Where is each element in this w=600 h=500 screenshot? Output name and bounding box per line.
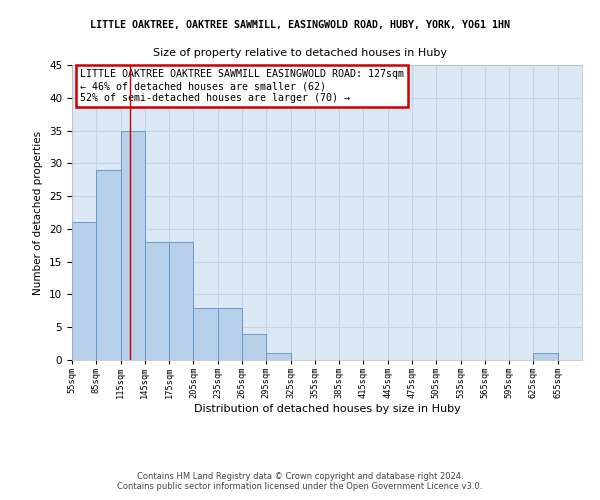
- Bar: [533, 354, 558, 360]
- Bar: [242, 334, 266, 360]
- Bar: [121, 130, 145, 360]
- X-axis label: Distribution of detached houses by size in Huby: Distribution of detached houses by size …: [194, 404, 460, 414]
- Bar: [266, 354, 290, 360]
- Text: LITTLE OAKTREE OAKTREE SAWMILL EASINGWOLD ROAD: 127sqm
← 46% of detached houses : LITTLE OAKTREE OAKTREE SAWMILL EASINGWOL…: [80, 70, 404, 102]
- Text: LITTLE OAKTREE, OAKTREE SAWMILL, EASINGWOLD ROAD, HUBY, YORK, YO61 1HN: LITTLE OAKTREE, OAKTREE SAWMILL, EASINGW…: [90, 20, 510, 30]
- Text: Contains HM Land Registry data © Crown copyright and database right 2024.
Contai: Contains HM Land Registry data © Crown c…: [118, 472, 482, 491]
- Bar: [169, 242, 193, 360]
- Bar: [96, 170, 121, 360]
- Bar: [193, 308, 218, 360]
- Bar: [72, 222, 96, 360]
- Bar: [218, 308, 242, 360]
- Y-axis label: Number of detached properties: Number of detached properties: [34, 130, 43, 294]
- Bar: [145, 242, 169, 360]
- Text: Size of property relative to detached houses in Huby: Size of property relative to detached ho…: [153, 48, 447, 58]
